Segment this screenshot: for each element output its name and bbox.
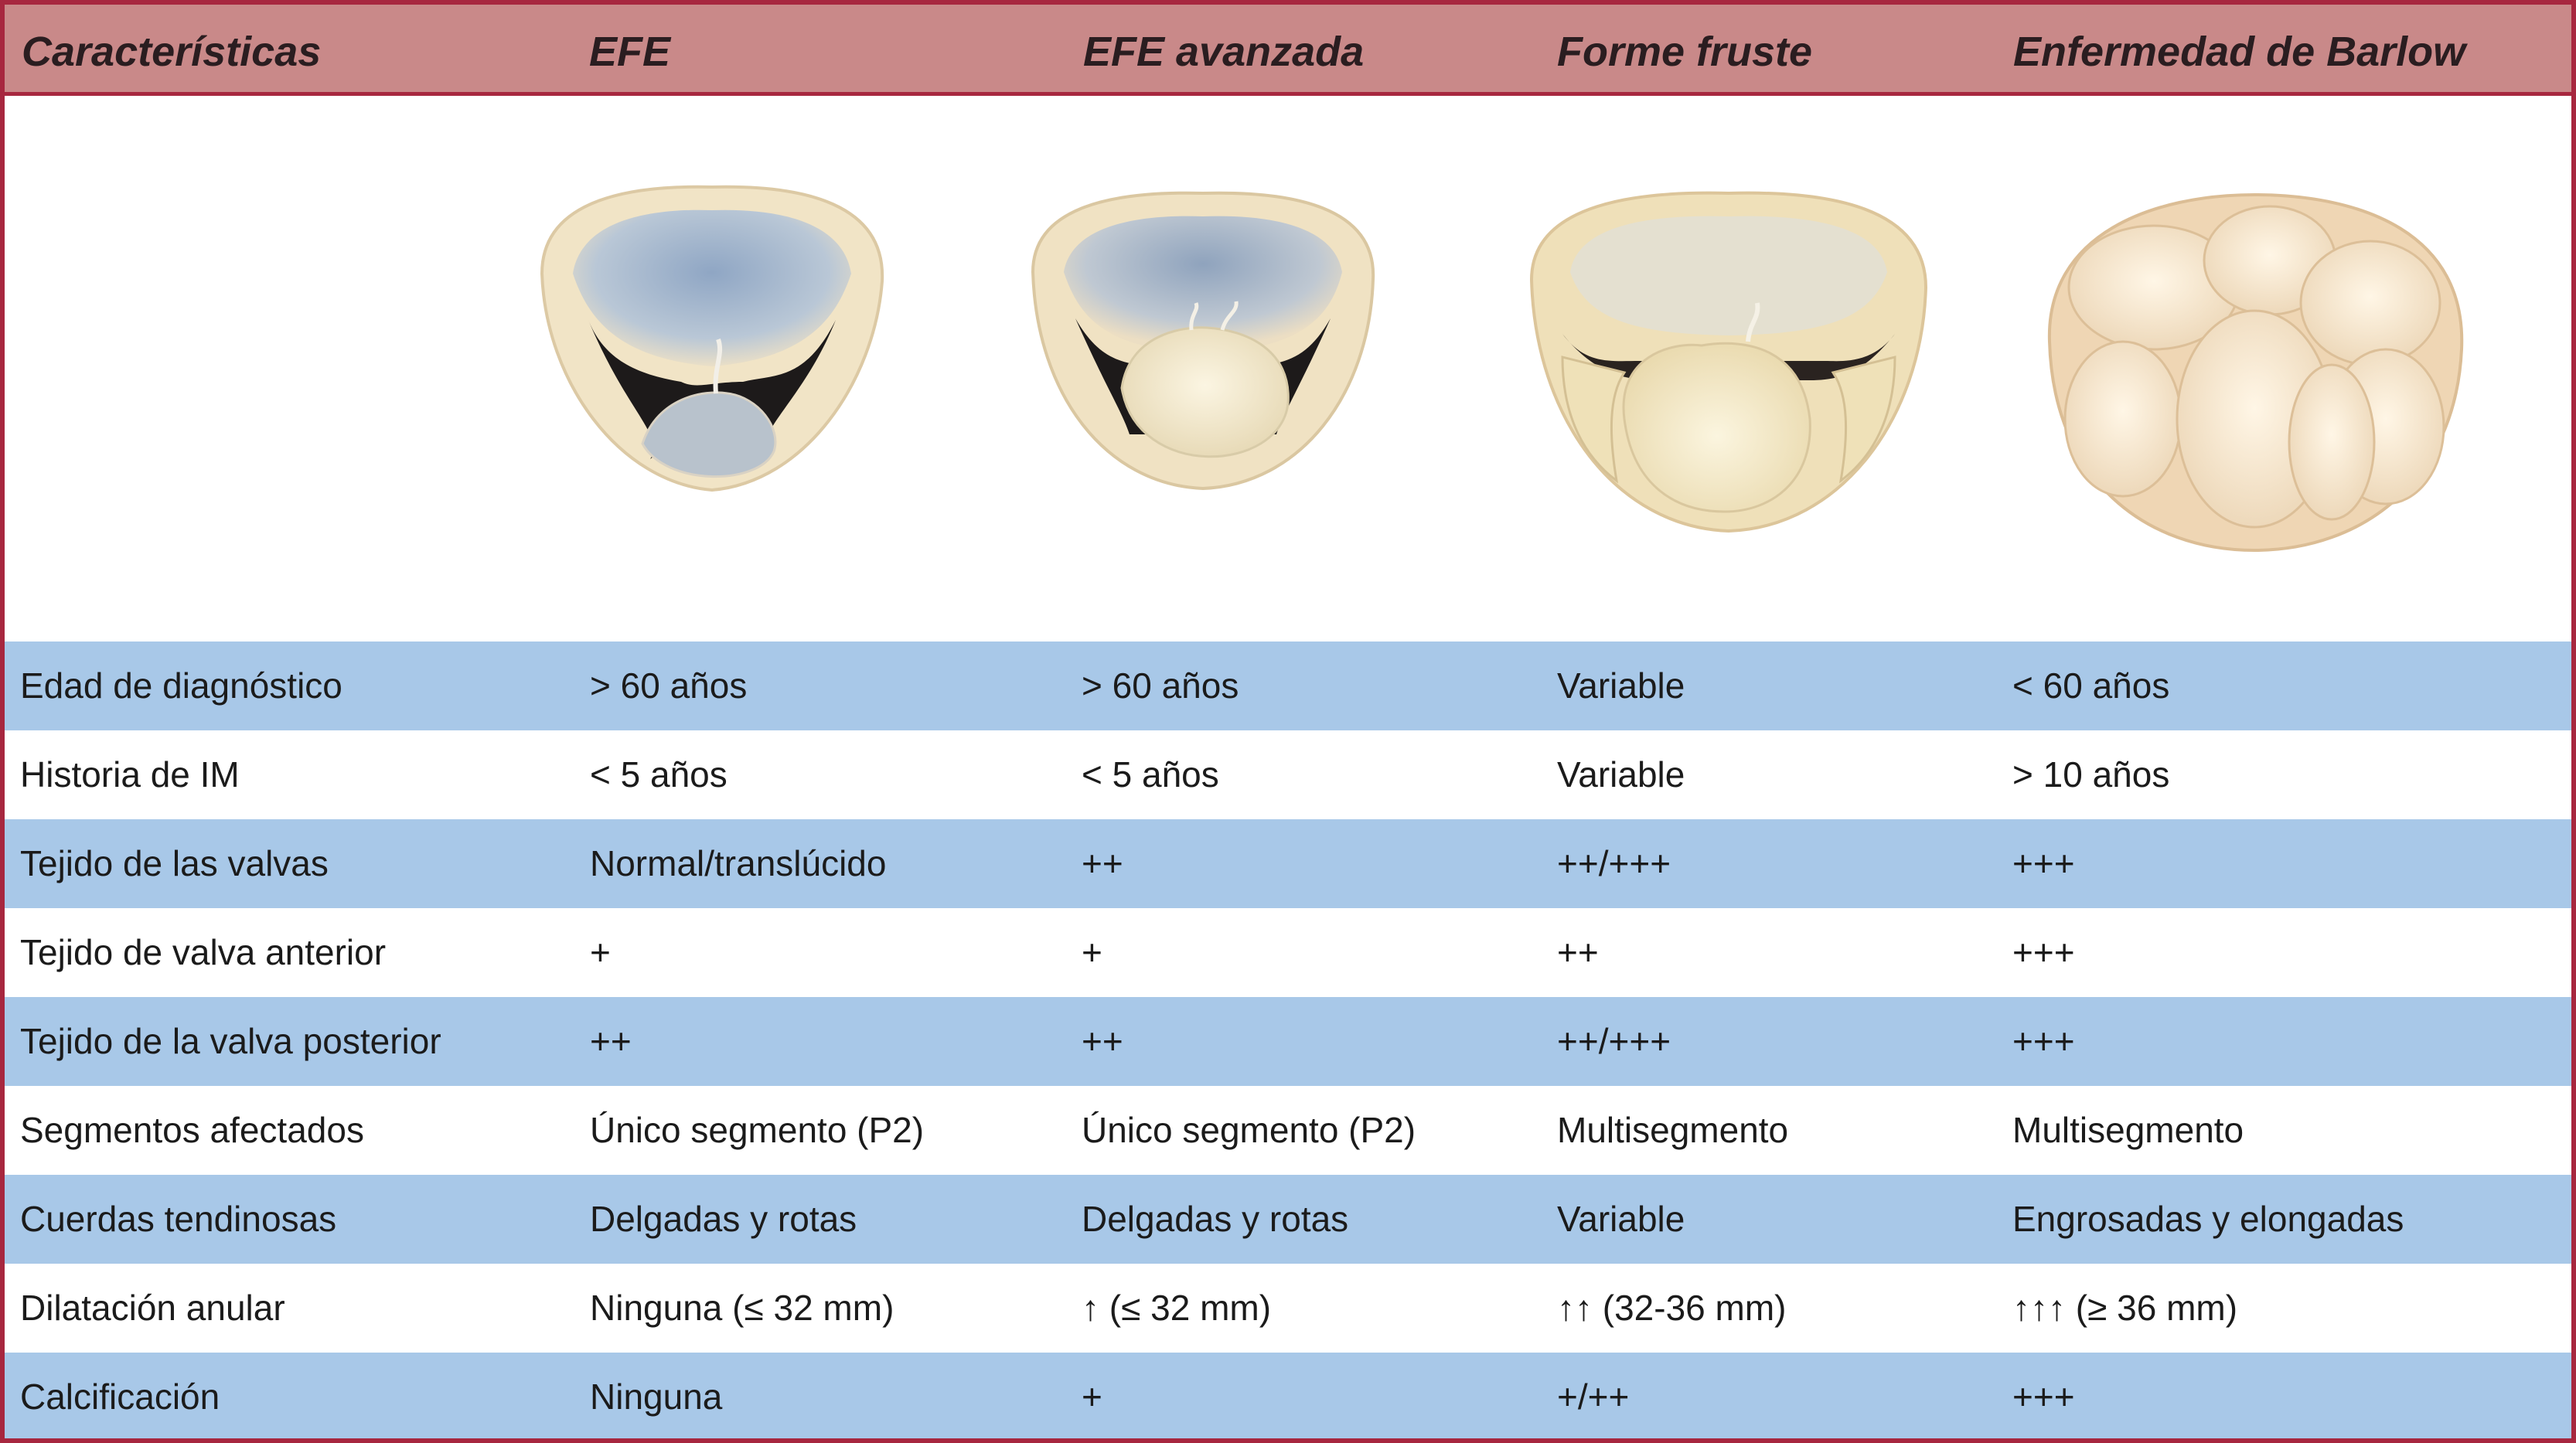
table-row: Tejido de valva anterior + + ++ +++ xyxy=(5,908,2571,997)
table-row: Tejido de la valva posterior ++ ++ ++/++… xyxy=(5,997,2571,1086)
cell-efe-avanzada: < 5 años xyxy=(1082,754,1219,795)
row-label: Tejido de valva anterior xyxy=(20,932,387,972)
cell-barlow: +++ xyxy=(2012,1377,2075,1417)
table-row: Tejido de las valvas Normal/translúcido … xyxy=(5,819,2571,908)
row-label: Calcificación xyxy=(20,1377,220,1417)
cell-forme-fruste: Multisegmento xyxy=(1557,1110,1789,1150)
cell-efe-avanzada: > 60 años xyxy=(1082,665,1239,706)
row-label: Segmentos afectados xyxy=(20,1110,364,1150)
cell-forme-fruste: ↑↑ (32-36 mm) xyxy=(1557,1288,1787,1328)
cell-efe: Delgadas y rotas xyxy=(590,1199,857,1239)
row-label: Edad de diagnóstico xyxy=(20,665,342,706)
cell-efe: Ninguna (≤ 32 mm) xyxy=(590,1288,894,1328)
table-row: Calcificación Ninguna + +/++ +++ xyxy=(5,1353,2571,1438)
cell-efe-avanzada: ↑ (≤ 32 mm) xyxy=(1082,1288,1272,1328)
cell-efe-avanzada: Único segmento (P2) xyxy=(1082,1110,1416,1150)
row-label: Tejido de las valvas xyxy=(20,843,329,883)
efe-valve-illustration xyxy=(540,185,884,492)
header-efe: EFE xyxy=(589,29,671,75)
row-label: Tejido de la valva posterior xyxy=(20,1021,441,1061)
cell-barlow: ↑↑↑ (≥ 36 mm) xyxy=(2012,1288,2238,1328)
cell-barlow: +++ xyxy=(2012,843,2075,883)
cell-efe: + xyxy=(590,932,611,972)
header-forme-fruste: Forme fruste xyxy=(1557,29,1813,75)
header-efe-avanzada: EFE avanzada xyxy=(1083,29,1365,75)
cell-efe-avanzada: Delgadas y rotas xyxy=(1082,1199,1349,1239)
cell-efe: ++ xyxy=(590,1021,632,1061)
cell-efe-avanzada: + xyxy=(1082,1377,1102,1417)
table-header: Características EFE EFE avanzada Forme f… xyxy=(5,5,2571,96)
cell-efe: Único segmento (P2) xyxy=(590,1110,925,1150)
efe-advanced-valve-illustration xyxy=(1031,191,1375,491)
cell-forme-fruste: ++/+++ xyxy=(1557,1021,1671,1061)
table-row: Segmentos afectados Único segmento (P2) … xyxy=(5,1086,2571,1175)
barlow-valve-illustration xyxy=(2047,192,2464,553)
cell-forme-fruste: Variable xyxy=(1557,665,1685,706)
cell-barlow: < 60 años xyxy=(2012,665,2170,706)
table-row: Dilatación anular Ninguna (≤ 32 mm) ↑ (≤… xyxy=(5,1264,2571,1353)
cell-efe-avanzada: ++ xyxy=(1082,843,1123,883)
row-label: Dilatación anular xyxy=(20,1288,285,1328)
table-row: Cuerdas tendinosas Delgadas y rotas Delg… xyxy=(5,1175,2571,1264)
cell-efe-avanzada: + xyxy=(1082,932,1102,972)
forme-fruste-valve-illustration xyxy=(1529,191,1928,533)
row-label: Cuerdas tendinosas xyxy=(20,1199,337,1239)
cell-barlow: Multisegmento xyxy=(2012,1110,2244,1150)
cell-efe: Normal/translúcido xyxy=(590,843,887,883)
cell-forme-fruste: Variable xyxy=(1557,1199,1685,1239)
cell-barlow: > 10 años xyxy=(2012,754,2170,795)
cell-barlow: +++ xyxy=(2012,932,2075,972)
cell-efe: > 60 años xyxy=(590,665,748,706)
cell-efe: Ninguna xyxy=(590,1377,723,1417)
cell-forme-fruste: ++/+++ xyxy=(1557,843,1671,883)
valve-illustrations xyxy=(5,96,2571,642)
header-barlow: Enfermedad de Barlow xyxy=(2013,29,2466,75)
cell-efe: < 5 años xyxy=(590,754,727,795)
table-row: Historia de IM < 5 años < 5 años Variabl… xyxy=(5,730,2571,819)
cell-forme-fruste: +/++ xyxy=(1557,1377,1630,1417)
cell-forme-fruste: ++ xyxy=(1557,932,1599,972)
cell-barlow: +++ xyxy=(2012,1021,2075,1061)
row-label: Historia de IM xyxy=(20,754,240,795)
cell-efe-avanzada: ++ xyxy=(1082,1021,1123,1061)
header-characteristics: Características xyxy=(22,29,322,75)
table-row: Edad de diagnóstico > 60 años > 60 años … xyxy=(5,642,2571,730)
cell-barlow: Engrosadas y elongadas xyxy=(2012,1199,2404,1239)
cell-forme-fruste: Variable xyxy=(1557,754,1685,795)
